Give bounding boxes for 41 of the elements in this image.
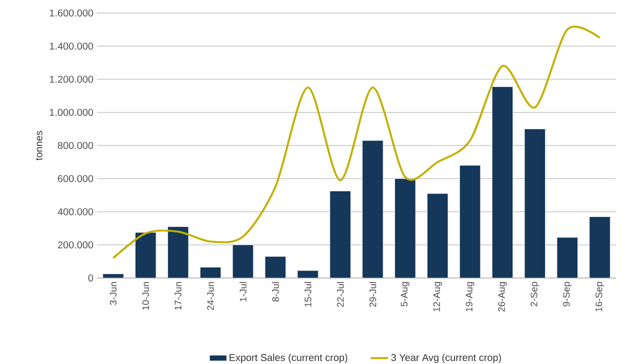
x-tick-label: 22-Jul: [336, 282, 344, 307]
bar: [232, 244, 254, 278]
bar: [168, 226, 189, 278]
y-tick-label: 200.000: [58, 241, 94, 248]
bar: [362, 140, 384, 278]
y-tick-label: 0: [88, 274, 94, 282]
x-tick-label: 16-Sep: [596, 282, 604, 312]
x-tick-label: 17-Jun: [174, 282, 182, 310]
x-tick-label: 2-Sep: [530, 282, 540, 306]
x-tick-label: 19-Aug: [466, 282, 474, 312]
bar: [492, 86, 514, 278]
x-tick-label: 10-Jun: [142, 282, 150, 310]
x-tick-label: 1-Jul: [239, 282, 246, 302]
x-tick-label: 29-Jul: [369, 282, 376, 307]
x-tick-label: 12-Aug: [433, 282, 442, 312]
bar: [524, 128, 546, 278]
y-tick-label: 1.400.000: [50, 42, 94, 50]
legend-label: 3 Year Avg (current crop): [391, 354, 501, 364]
y-tick-label: 1.200.000: [50, 76, 94, 83]
bar: [330, 190, 351, 278]
x-tick-label: 9-Sep: [563, 282, 572, 306]
x-tick-label: 24-Jun: [207, 282, 214, 310]
y-axis-title: tonnes: [36, 130, 42, 160]
x-tick-label: 3-Jun: [110, 282, 117, 305]
y-tick-label: 400.000: [58, 208, 94, 216]
legend-label: Export Sales (current crop): [230, 354, 348, 364]
bar: [394, 178, 416, 278]
y-tick-label: 1.600.000: [50, 9, 94, 17]
x-tick-label: 26-Aug: [498, 282, 507, 312]
x-tick-label: 8-Jul: [272, 282, 279, 302]
y-tick-label: 1.000.000: [50, 108, 94, 116]
bar: [459, 165, 481, 278]
y-tick-label: 600.000: [58, 175, 94, 182]
bar: [556, 237, 578, 278]
bar: [135, 232, 156, 278]
bar: [589, 216, 610, 278]
bar: [427, 193, 448, 278]
x-tick-label: 5-Aug: [400, 282, 410, 306]
y-tick-label: 800.000: [58, 142, 94, 150]
x-tick-label: 15-Jul: [304, 282, 312, 307]
bar: [264, 256, 286, 278]
